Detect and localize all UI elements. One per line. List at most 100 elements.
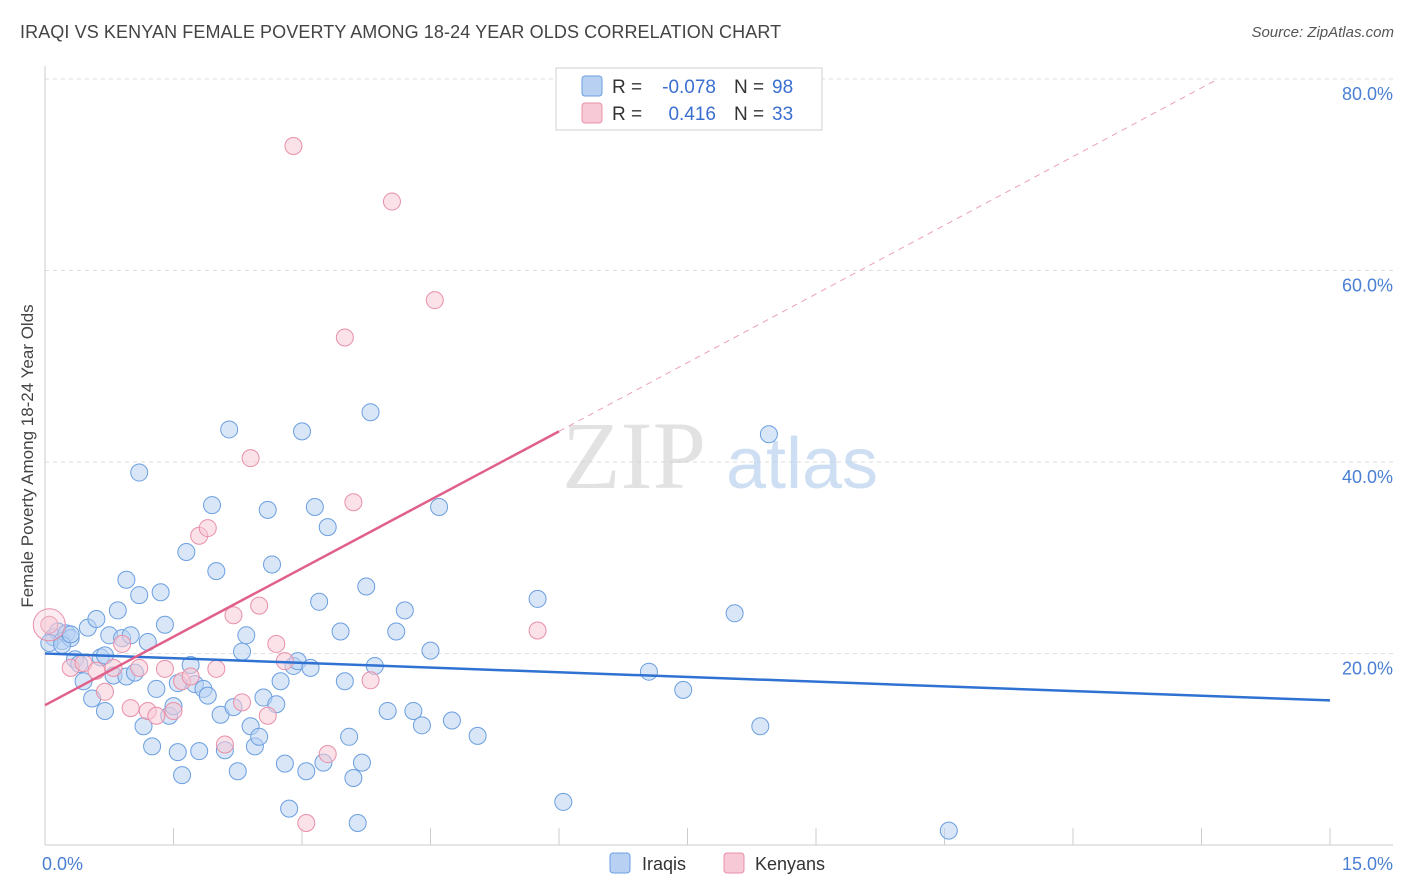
kenyans-point-24: [267, 634, 286, 653]
iraqis-point-41: [207, 562, 226, 581]
kenyans-point-18: [215, 735, 234, 754]
iraqis-point-85: [468, 726, 487, 745]
iraqis-point-40: [203, 496, 222, 515]
kenyans-point-10: [147, 706, 166, 725]
iraqis-point-22: [130, 463, 149, 482]
watermark-zip: ZIP: [562, 402, 706, 509]
x-tick-labels: 0.0% 15.0%: [42, 854, 1393, 874]
kenyans-point-17: [207, 659, 226, 678]
trend-lines: [44, 78, 1331, 707]
iraqis-point-87: [554, 792, 573, 811]
iraqis-point-65: [310, 592, 329, 611]
kenyans-point-7: [121, 699, 140, 718]
iraqis-point-75: [361, 403, 380, 422]
iraqis-point-54: [263, 555, 282, 574]
series-legend: Iraqis Kenyans: [609, 852, 825, 874]
x-ticks: [173, 828, 1331, 845]
iraqis-point-73: [352, 753, 371, 772]
kenyans-point-28: [318, 745, 337, 764]
iraqis-point-69: [335, 672, 354, 691]
kenyans-point-23: [258, 706, 277, 725]
iraqis-point-79: [395, 601, 414, 620]
iraqis-point-28: [151, 583, 170, 602]
iraqis-point-74: [357, 577, 376, 596]
kenyans-point-26: [284, 137, 303, 156]
iraqis-point-33: [173, 766, 192, 785]
iraqis-point-12: [95, 701, 114, 720]
y-tick-label-40: 40.0%: [1342, 467, 1393, 487]
kenyans-point-32: [425, 291, 444, 310]
kenyans-point-12: [164, 701, 183, 720]
bottom-swatch-kenyans: [723, 852, 745, 874]
kenyans-point-6: [113, 634, 132, 653]
legend-swatch-kenyans: [581, 102, 603, 124]
iraqis-point-39: [198, 686, 217, 705]
bottom-swatch-iraqis: [609, 852, 631, 874]
legend-swatch-iraqis: [581, 75, 603, 97]
kenyans-point-14: [181, 667, 200, 686]
iraqis-point-90: [725, 604, 744, 623]
iraqis-point-34: [177, 543, 196, 562]
iraqis-point-51: [250, 727, 269, 746]
iraqis-point-46: [228, 762, 247, 781]
kenyans-point-33: [361, 671, 380, 690]
iraqis-point-29: [155, 615, 174, 634]
iraqis-point-37: [190, 742, 209, 761]
kenyans-point-31: [382, 192, 401, 211]
kenyans-point-29: [335, 328, 354, 347]
iraqis-point-91: [751, 717, 770, 736]
legend-r-label-1: R =: [612, 77, 642, 98]
kenyans-point-11: [155, 659, 174, 678]
iraqis-point-78: [387, 622, 406, 641]
trend-kenyans: [44, 430, 560, 707]
iraqis-point-86: [528, 589, 547, 608]
source-label: Source: ZipAtlas.com: [1251, 24, 1394, 41]
y-tick-label-60: 60.0%: [1342, 276, 1393, 296]
iraqis-point-72: [348, 813, 367, 832]
iraqis-point-68: [331, 622, 350, 641]
kenyans-point-30: [344, 493, 363, 512]
iraqis-point-58: [280, 799, 299, 818]
iraqis-point-89: [674, 680, 693, 699]
iraqis-point-93: [939, 821, 958, 840]
iraqis-point-83: [430, 498, 449, 517]
kenyans-point-4: [95, 682, 114, 701]
y-tick-label-80: 80.0%: [1342, 84, 1393, 104]
iraqis-point-84: [442, 711, 461, 730]
kenyans-point-large: [32, 608, 66, 642]
kenyans-point-16: [198, 519, 217, 538]
iraqis-point-56: [271, 672, 290, 691]
trend-kenyans-extension: [558, 78, 1219, 432]
bottom-legend-kenyans: Kenyans: [755, 854, 825, 874]
iraqis-point-71: [344, 768, 363, 787]
iraqis-point-67: [318, 518, 337, 537]
iraqis-point-23: [130, 586, 149, 605]
iraqis-point-97: [168, 743, 187, 762]
iraqis-point-27: [147, 679, 166, 698]
iraqis-point-61: [293, 422, 311, 441]
iraqis-point-53: [258, 500, 277, 519]
iraqis-point-26: [143, 737, 162, 756]
trend-iraqis: [44, 652, 1331, 702]
legend-n-value-1: 98: [772, 77, 793, 98]
grid: [45, 78, 1393, 654]
kenyans-point-8: [130, 658, 149, 677]
iraqis-point-10: [87, 610, 106, 629]
iraqis-point-88: [639, 662, 658, 681]
iraqis-point-16: [108, 601, 127, 620]
legend-n-label-2: N =: [734, 104, 764, 125]
y-axis-label: Female Poverty Among 18-24 Year Olds: [18, 304, 37, 607]
kenyans-point-21: [241, 449, 260, 468]
iraqis-point-48: [237, 626, 256, 645]
y-tick-labels: 20.0% 40.0% 60.0% 80.0%: [1342, 84, 1393, 679]
iraqis-point-57: [275, 754, 294, 773]
legend-r-value-2: 0.416: [668, 104, 716, 125]
iraqis-point-19: [117, 570, 136, 589]
iraqis-point-44: [220, 420, 239, 439]
kenyans-point-19: [224, 606, 243, 625]
stats-legend: R = -0.078 N = 98 R = 0.416 N = 33: [555, 67, 823, 131]
legend-r-value-1: -0.078: [662, 77, 716, 98]
data-points: [32, 137, 958, 840]
kenyans-point-22: [250, 596, 269, 615]
